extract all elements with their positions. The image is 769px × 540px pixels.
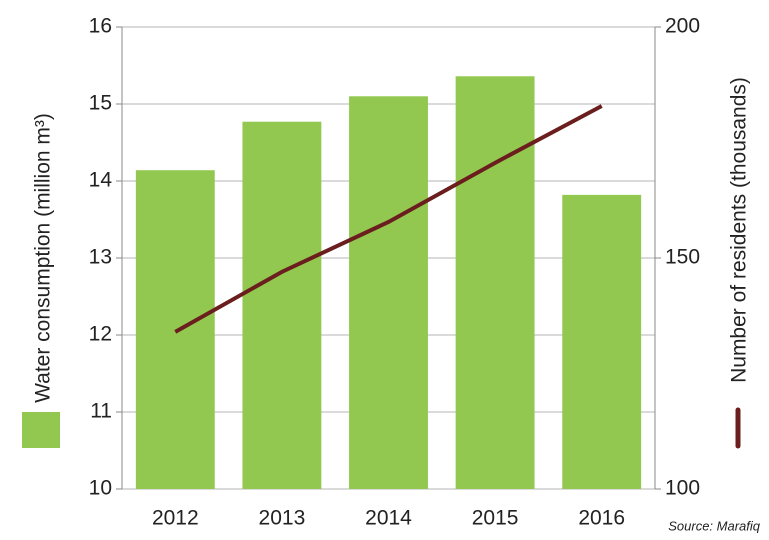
line xyxy=(174,104,603,334)
y-tick-label: 15 xyxy=(89,92,112,115)
y2-axis-title: Number of residents (thousands) xyxy=(728,77,751,383)
bar xyxy=(135,170,215,489)
bar xyxy=(349,96,428,490)
y-tick-label: 13 xyxy=(89,246,112,269)
y2-tick-label: 100 xyxy=(665,477,700,500)
x-tick-label: 2014 xyxy=(365,507,412,530)
y-tick-label: 10 xyxy=(89,477,112,500)
legend-swatch xyxy=(22,412,60,448)
x-tick-label: 2012 xyxy=(152,507,199,530)
y-axis-title: Water consumption (million m³) xyxy=(32,113,55,403)
x-tick-label: 2015 xyxy=(472,507,519,530)
y-tick-label: 11 xyxy=(90,400,112,423)
y2-tick-label: 150 xyxy=(665,246,700,269)
x-tick-label: 2013 xyxy=(259,507,306,530)
y2-tick-label: 200 xyxy=(665,15,700,38)
x-tick-label: 2016 xyxy=(578,507,625,530)
y-tick-label: 14 xyxy=(89,169,113,192)
bar xyxy=(562,194,642,490)
bar xyxy=(455,76,535,489)
y-tick-label: 12 xyxy=(89,323,112,346)
y-tick-label: 16 xyxy=(89,15,112,38)
source-note: Source: Marafiq xyxy=(668,518,761,533)
bar xyxy=(242,121,322,490)
